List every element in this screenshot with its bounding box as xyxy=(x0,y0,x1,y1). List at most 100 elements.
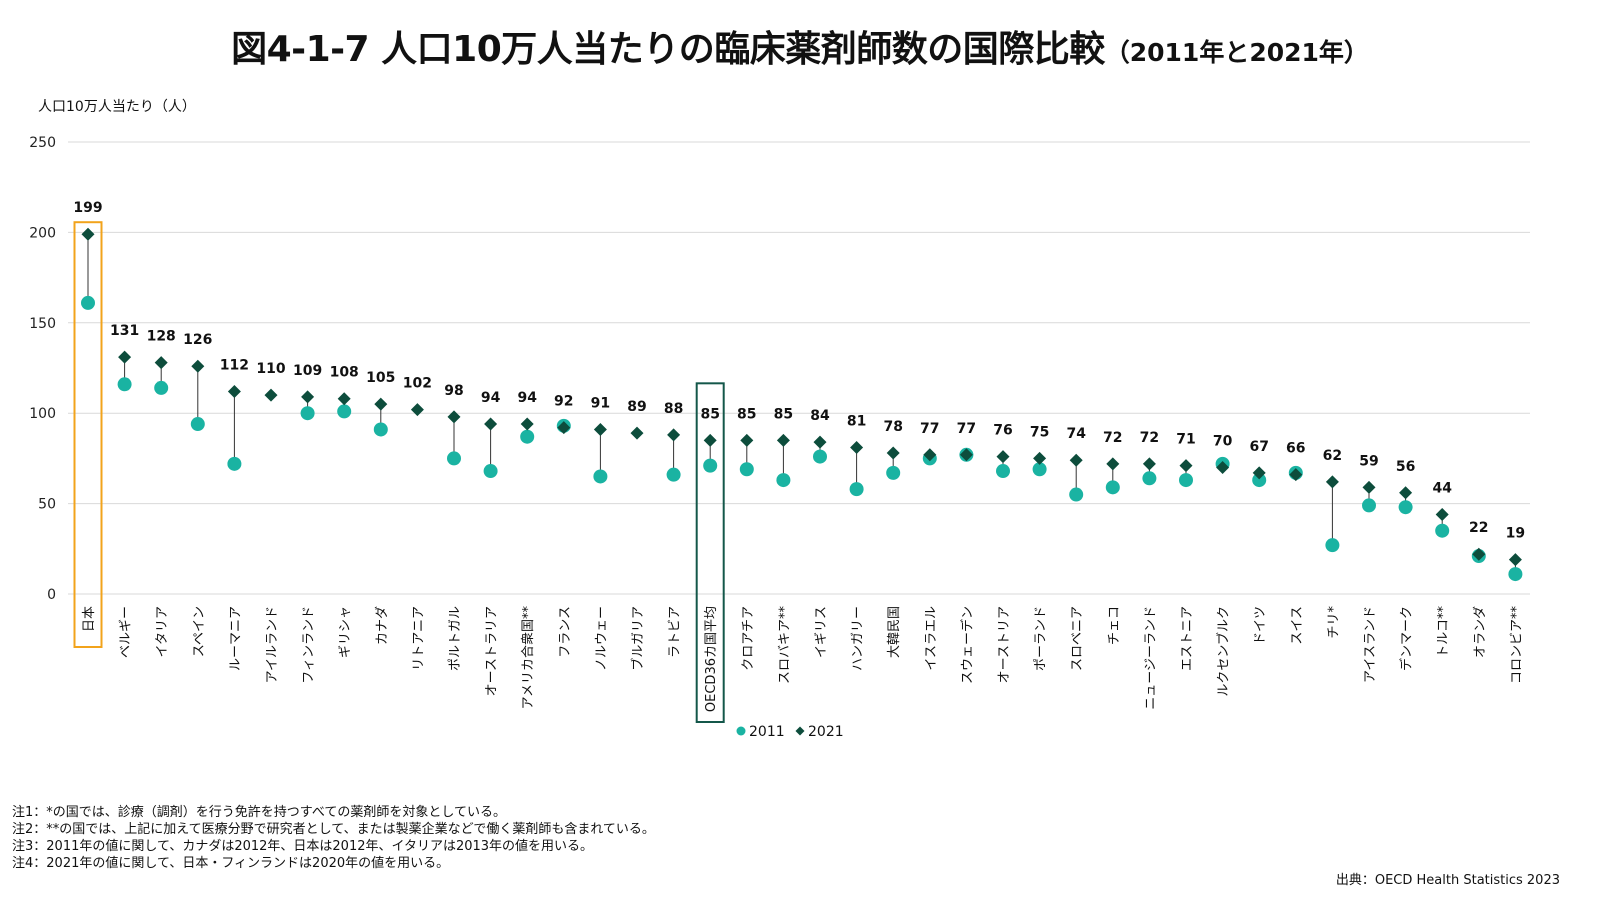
category-label: ドイツ xyxy=(1253,606,1268,645)
category-label: コロンビア** xyxy=(1509,606,1524,685)
marker-2011 xyxy=(1142,471,1157,486)
data-label-2021: 94 xyxy=(481,390,501,406)
data-label-2021: 75 xyxy=(1030,424,1049,440)
marker-2011 xyxy=(849,482,864,497)
category-label: ポルトガル xyxy=(448,606,463,671)
data-label-2021: 85 xyxy=(700,406,719,422)
data-label-2021: 102 xyxy=(403,376,432,392)
marker-2021 xyxy=(923,448,937,462)
category-label: 日本 xyxy=(82,606,97,632)
category-label: スロベニア xyxy=(1070,606,1085,671)
marker-2011 xyxy=(300,406,315,421)
category-label: リトアニア xyxy=(411,606,426,671)
data-label-2021: 94 xyxy=(517,390,537,406)
footnotes: 注1：*の国では、診療（調剤）を行う免許を持つすべての薬剤師を対象としている。 … xyxy=(12,804,655,872)
category-label: デンマーク xyxy=(1399,606,1415,671)
data-label-2021: 56 xyxy=(1396,459,1415,475)
legend-label-2021: 2021 xyxy=(808,724,844,740)
marker-2021 xyxy=(667,428,681,442)
category-label: ハンガリー xyxy=(851,606,866,671)
data-label-2021: 22 xyxy=(1469,520,1488,536)
footnote-4: 注4：2021年の値に関して、日本・フィンランドは2020年の値を用いる。 xyxy=(12,856,450,871)
data-label-2021: 108 xyxy=(330,365,359,381)
source-note: 出典：OECD Health Statistics 2023 xyxy=(1335,873,1560,888)
category-label: カナダ xyxy=(375,606,390,645)
data-label-2021: 131 xyxy=(110,323,139,339)
marker-2011 xyxy=(1032,462,1047,477)
marker-2011 xyxy=(1325,538,1340,553)
data-label-2021: 19 xyxy=(1506,526,1525,542)
marker-2021 xyxy=(484,417,498,431)
data-label-2021: 77 xyxy=(957,421,976,437)
marker-2021 xyxy=(1362,480,1376,494)
data-label-2021: 105 xyxy=(366,370,395,386)
marker-2011 xyxy=(1435,523,1450,538)
marker-2021 xyxy=(374,397,388,411)
marker-2021 xyxy=(813,435,827,449)
marker-2021 xyxy=(996,450,1010,464)
y-tick-label: 200 xyxy=(29,225,56,241)
marker-2021 xyxy=(776,433,790,447)
footnote-2: 注2：**の国では、上記に加えて医療分野で研究者として、または製薬企業などで働く… xyxy=(12,822,655,837)
data-label-2021: 92 xyxy=(554,394,573,410)
highlight-box-oecd xyxy=(695,382,725,723)
marker-2021 xyxy=(1106,457,1120,471)
marker-2011 xyxy=(337,404,352,419)
marker-2011 xyxy=(703,458,718,473)
marker-2011 xyxy=(81,295,95,310)
data-label-2021: 59 xyxy=(1359,453,1378,469)
chart-title-sub: （2011年と2021年） xyxy=(1104,38,1369,67)
marker-2011 xyxy=(1179,473,1193,488)
data-label-2021: 72 xyxy=(1103,430,1122,446)
category-label: イタリア xyxy=(155,606,170,657)
legend-label-2011: 2011 xyxy=(749,724,785,740)
data-label-2021: 77 xyxy=(920,421,939,437)
data-label-2021: 109 xyxy=(293,363,322,379)
data-label-2021: 78 xyxy=(883,419,902,435)
category-label: スウェーデン xyxy=(959,606,975,684)
data-label-2021: 76 xyxy=(993,423,1012,439)
footnote-1: 注1：*の国では、診療（調剤）を行う免許を持つすべての薬剤師を対象としている。 xyxy=(12,805,506,820)
marker-2011 xyxy=(1069,487,1084,502)
data-label-2021: 71 xyxy=(1176,432,1195,448)
marker-2021 xyxy=(227,385,241,399)
marker-2021 xyxy=(1179,459,1193,473)
marker-2011 xyxy=(1398,500,1413,515)
category-label: イギリス xyxy=(814,606,829,658)
marker-2021 xyxy=(850,441,864,455)
marker-2021 xyxy=(557,421,571,435)
chart-plot: 人口10万人当たり（人） 0 50 100 150 200 250 199 日本 131 ベルギー 1… xyxy=(29,99,1530,740)
category-label: ポーランド xyxy=(1034,606,1049,671)
marker-2011 xyxy=(483,464,498,479)
highlight-box-japan xyxy=(73,221,103,648)
marker-2021 xyxy=(1325,475,1339,489)
data-label-2021: 89 xyxy=(627,399,646,415)
data-label-2021: 126 xyxy=(183,332,212,348)
marker-2021 xyxy=(1289,468,1303,482)
marker-2021 xyxy=(191,359,205,373)
marker-2021 xyxy=(1435,507,1449,521)
category-label: OECD36カ国平均 xyxy=(704,606,719,712)
data-label-2021: 84 xyxy=(810,408,830,424)
marker-2011 xyxy=(1362,498,1376,513)
marker-2021 xyxy=(593,422,607,436)
marker-2021 xyxy=(301,390,315,404)
marker-2021 xyxy=(264,388,278,402)
data-label-2021: 85 xyxy=(737,406,756,422)
category-label: エストニア xyxy=(1180,606,1195,671)
marker-2011 xyxy=(813,449,827,464)
y-tick-label: 150 xyxy=(29,316,56,332)
footnote-3: 注3：2011年の値に関して、カナダは2012年、日本は2012年、イタリアは2… xyxy=(12,839,594,854)
marker-2011 xyxy=(776,473,791,488)
category-label: チェコ xyxy=(1107,606,1122,645)
marker-2021 xyxy=(410,403,424,417)
marker-2011 xyxy=(1252,473,1267,488)
marker-2021 xyxy=(1252,466,1266,480)
category-label: ラトビア xyxy=(668,606,683,658)
marker-2021 xyxy=(81,227,95,241)
marker-2011 xyxy=(154,380,169,395)
marker-2011 xyxy=(373,422,388,437)
data-label-2021: 62 xyxy=(1323,448,1342,464)
category-label: 大韓民国 xyxy=(887,606,902,658)
marker-2011 xyxy=(1508,567,1523,582)
